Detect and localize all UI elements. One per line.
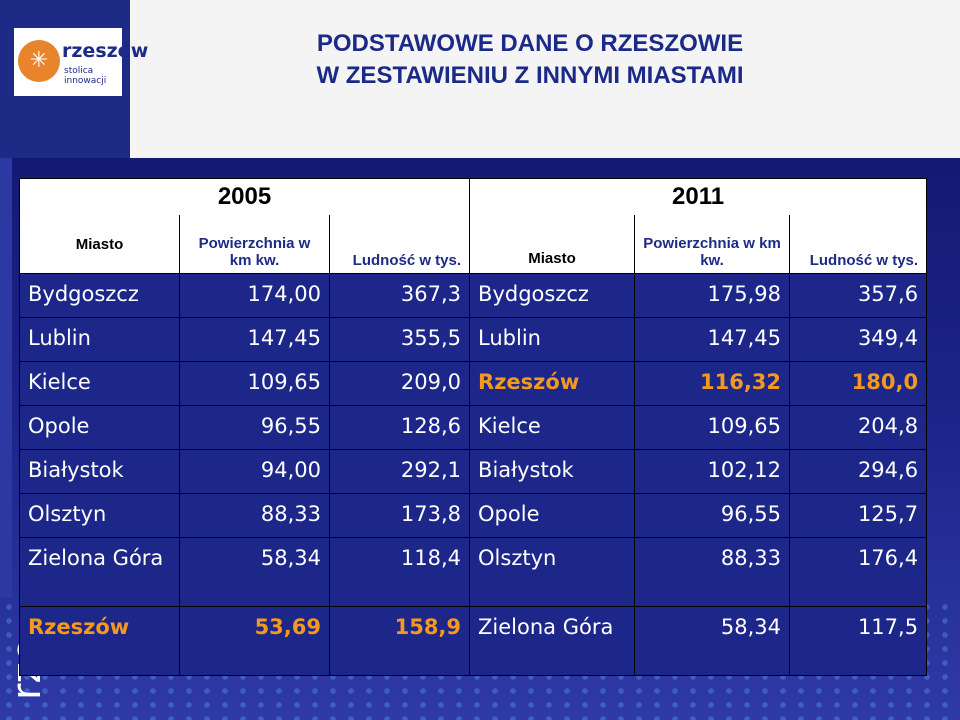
year-2011: 2011 xyxy=(469,178,928,215)
table-row: Lublin 147,45 355,5 Lublin 147,45 349,4 xyxy=(19,317,928,362)
cell-population-2005: 158,9 xyxy=(328,606,471,676)
header-area-2005: Powierzchnia w km kw. xyxy=(179,215,330,274)
logo-tagline: stolica innowacji xyxy=(64,66,107,86)
cell-city-2011: Kielce xyxy=(469,405,636,450)
cell-city-2005: Rzeszów xyxy=(19,606,180,676)
cell-area-2011: 116,32 xyxy=(634,361,791,406)
cell-population-2011: 349,4 xyxy=(789,317,928,362)
header-area-2011: Powierzchnia w km kw. xyxy=(634,215,791,274)
table-row: Zielona Góra 58,34 118,4 Olsztyn 88,33 176,4 xyxy=(19,537,928,607)
cell-population-2011: 357,6 xyxy=(789,273,928,318)
cell-city-2011: Lublin xyxy=(469,317,636,362)
cell-area-2005: 94,00 xyxy=(179,449,330,494)
cell-city-2011: Bydgoszcz xyxy=(469,273,636,318)
title-line-1: PODSTAWOWE DANE O RZESZOWIE xyxy=(316,30,744,57)
title-line-2: W ZESTAWIENIU Z INNYMI MIASTAMI xyxy=(316,62,744,89)
cell-city-2005: Lublin xyxy=(19,317,180,362)
cell-city-2011: Opole xyxy=(469,493,636,538)
cell-area-2011: 58,34 xyxy=(634,606,791,676)
header-population-2011: Ludność w tys. xyxy=(789,215,928,274)
cell-area-2011: 88,33 xyxy=(634,537,791,607)
comparison-table: 2005 2011 Miasto Powierzchnia w km kw. L… xyxy=(18,178,928,676)
table-row: Olsztyn 88,33 173,8 Opole 96,55 125,7 xyxy=(19,493,928,538)
cell-population-2011: 117,5 xyxy=(789,606,928,676)
header-band xyxy=(0,0,960,158)
header-population-2005: Ludność w tys. xyxy=(328,215,471,274)
cell-area-2005: 174,00 xyxy=(179,273,330,318)
cell-city-2011: Olsztyn xyxy=(469,537,636,607)
cell-population-2011: 180,0 xyxy=(789,361,928,406)
cell-population-2011: 294,6 xyxy=(789,449,928,494)
cell-city-2005: Olsztyn xyxy=(19,493,180,538)
cell-area-2011: 175,98 xyxy=(634,273,791,318)
cell-area-2011: 96,55 xyxy=(634,493,791,538)
cell-population-2005: 173,8 xyxy=(328,493,471,538)
header-city-2005: Miasto xyxy=(19,215,180,274)
cell-area-2005: 147,45 xyxy=(179,317,330,362)
cell-city-2005: Opole xyxy=(19,405,180,450)
cell-city-2005: Zielona Góra xyxy=(19,537,180,607)
logo-name: rzeszów xyxy=(62,40,149,62)
cell-area-2005: 88,33 xyxy=(179,493,330,538)
cell-population-2011: 125,7 xyxy=(789,493,928,538)
cell-area-2005: 109,65 xyxy=(179,361,330,406)
cell-area-2005: 53,69 xyxy=(179,606,330,676)
cell-city-2011: Zielona Góra xyxy=(469,606,636,676)
table-row: Bydgoszcz 174,00 367,3 Bydgoszcz 175,98 357,6 xyxy=(19,273,928,318)
cell-area-2011: 102,12 xyxy=(634,449,791,494)
cell-population-2005: 209,0 xyxy=(328,361,471,406)
cell-city-2005: Bydgoszcz xyxy=(19,273,180,318)
cell-area-2011: 109,65 xyxy=(634,405,791,450)
cell-area-2005: 96,55 xyxy=(179,405,330,450)
cell-area-2005: 58,34 xyxy=(179,537,330,607)
table-row: Białystok 94,00 292,1 Białystok 102,12 294,6 xyxy=(19,449,928,494)
table-row: Opole 96,55 128,6 Kielce 109,65 204,8 xyxy=(19,405,928,450)
cell-population-2005: 355,5 xyxy=(328,317,471,362)
header-city-2011: Miasto xyxy=(469,215,636,274)
cell-population-2005: 292,1 xyxy=(328,449,471,494)
cell-population-2005: 128,6 xyxy=(328,405,471,450)
slide-title: PODSTAWOWE DANE O RZESZOWIE W ZESTAWIENI… xyxy=(150,28,910,92)
table-row: Kielce 109,65 209,0 Rzeszów 116,32 180,0 xyxy=(19,361,928,406)
cell-city-2005: Kielce xyxy=(19,361,180,406)
cell-population-2011: 204,8 xyxy=(789,405,928,450)
logo-star-icon: ✳ xyxy=(18,40,60,82)
cell-city-2011: Białystok xyxy=(469,449,636,494)
cell-city-2005: Białystok xyxy=(19,449,180,494)
cell-population-2011: 176,4 xyxy=(789,537,928,607)
rzeszow-logo: ✳ rzeszów stolica innowacji xyxy=(14,28,148,96)
table-row: Rzeszów 53,69 158,9 Zielona Góra 58,34 117,5 xyxy=(19,606,928,676)
left-stripe xyxy=(0,158,12,598)
column-header-row: Miasto Powierzchnia w km kw. Ludność w t… xyxy=(19,215,928,274)
cell-area-2011: 147,45 xyxy=(634,317,791,362)
year-header-row: 2005 2011 xyxy=(18,178,928,215)
cell-population-2005: 118,4 xyxy=(328,537,471,607)
cell-population-2005: 367,3 xyxy=(328,273,471,318)
cell-city-2011: Rzeszów xyxy=(469,361,636,406)
year-2005: 2005 xyxy=(18,178,471,215)
